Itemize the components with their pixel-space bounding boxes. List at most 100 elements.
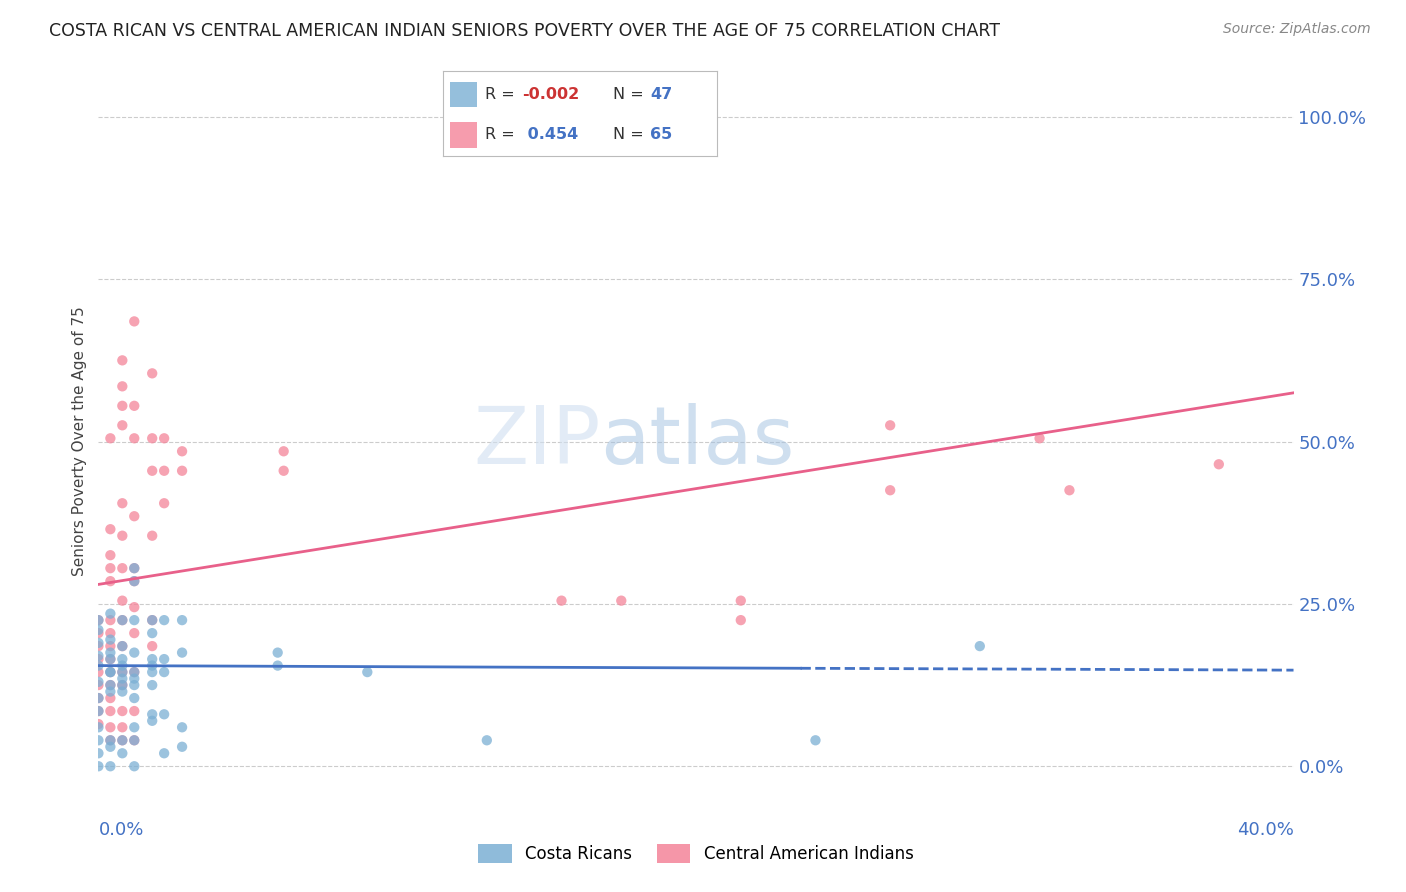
Point: [98, 431, 122, 445]
Point: [267, 658, 290, 673]
Point: [124, 733, 146, 747]
Point: [98, 704, 122, 718]
Point: [124, 672, 146, 686]
Point: [141, 464, 163, 478]
Point: [141, 652, 163, 666]
Y-axis label: Seniors Poverty Over the Age of 75: Seniors Poverty Over the Age of 75: [72, 307, 87, 576]
Point: [153, 707, 176, 722]
Point: [111, 399, 134, 413]
Point: [111, 684, 134, 698]
Point: [98, 574, 122, 589]
Point: [98, 665, 122, 679]
Point: [124, 509, 146, 524]
Point: [111, 613, 134, 627]
Point: [273, 444, 295, 458]
Point: [141, 431, 163, 445]
Point: [124, 759, 146, 773]
Point: [141, 613, 163, 627]
Point: [111, 733, 134, 747]
Point: [111, 561, 134, 575]
Point: [98, 652, 122, 666]
Point: [141, 626, 163, 640]
Legend: Costa Ricans, Central American Indians: Costa Ricans, Central American Indians: [471, 838, 921, 870]
Point: [475, 733, 498, 747]
Text: R =: R =: [485, 128, 515, 143]
Point: [98, 759, 122, 773]
Point: [98, 720, 122, 734]
Point: [87, 639, 110, 653]
Point: [356, 665, 378, 679]
Point: [87, 759, 110, 773]
Point: [87, 648, 110, 663]
Point: [124, 704, 146, 718]
Point: [153, 652, 176, 666]
Point: [98, 561, 122, 575]
Point: [124, 574, 146, 589]
Point: [141, 707, 163, 722]
Point: [87, 691, 110, 706]
Point: [87, 691, 110, 706]
Point: [111, 353, 134, 368]
Point: [87, 704, 110, 718]
Point: [172, 464, 194, 478]
Text: ZIP: ZIP: [472, 402, 600, 481]
Point: [153, 746, 176, 760]
Point: [111, 665, 134, 679]
Point: [124, 574, 146, 589]
Point: [124, 314, 146, 328]
Point: [124, 665, 146, 679]
Point: [98, 678, 122, 692]
Point: [879, 418, 901, 433]
Point: [273, 464, 295, 478]
Point: [172, 444, 194, 458]
Point: [124, 691, 146, 706]
Point: [87, 626, 110, 640]
Point: [124, 613, 146, 627]
Point: [98, 665, 122, 679]
Point: [111, 529, 134, 543]
Point: [87, 674, 110, 689]
Text: 0.0%: 0.0%: [98, 822, 143, 839]
Point: [98, 607, 122, 621]
Point: [98, 632, 122, 647]
Text: -0.002: -0.002: [523, 87, 579, 102]
Point: [610, 593, 633, 607]
Point: [111, 678, 134, 692]
Point: [87, 733, 110, 747]
Point: [98, 522, 122, 536]
Point: [172, 739, 194, 754]
Point: [153, 464, 176, 478]
Point: [124, 665, 146, 679]
Point: [111, 418, 134, 433]
Point: [124, 600, 146, 615]
Point: [98, 733, 122, 747]
Text: N =: N =: [613, 87, 644, 102]
Point: [111, 720, 134, 734]
Text: 0.454: 0.454: [523, 128, 579, 143]
Point: [87, 717, 110, 731]
Point: [111, 496, 134, 510]
Point: [98, 739, 122, 754]
Point: [124, 626, 146, 640]
Point: [124, 561, 146, 575]
Point: [98, 733, 122, 747]
Point: [1059, 483, 1081, 498]
Point: [124, 720, 146, 734]
Point: [111, 678, 134, 692]
Point: [153, 665, 176, 679]
Text: 47: 47: [650, 87, 672, 102]
Text: Source: ZipAtlas.com: Source: ZipAtlas.com: [1223, 22, 1371, 37]
Point: [87, 720, 110, 734]
Point: [124, 431, 146, 445]
Point: [87, 636, 110, 650]
Point: [98, 626, 122, 640]
Point: [98, 652, 122, 666]
Point: [87, 652, 110, 666]
Point: [87, 623, 110, 637]
Point: [87, 613, 110, 627]
FancyBboxPatch shape: [450, 122, 477, 147]
FancyBboxPatch shape: [450, 81, 477, 107]
Text: R =: R =: [485, 87, 515, 102]
Point: [111, 672, 134, 686]
Point: [98, 613, 122, 627]
